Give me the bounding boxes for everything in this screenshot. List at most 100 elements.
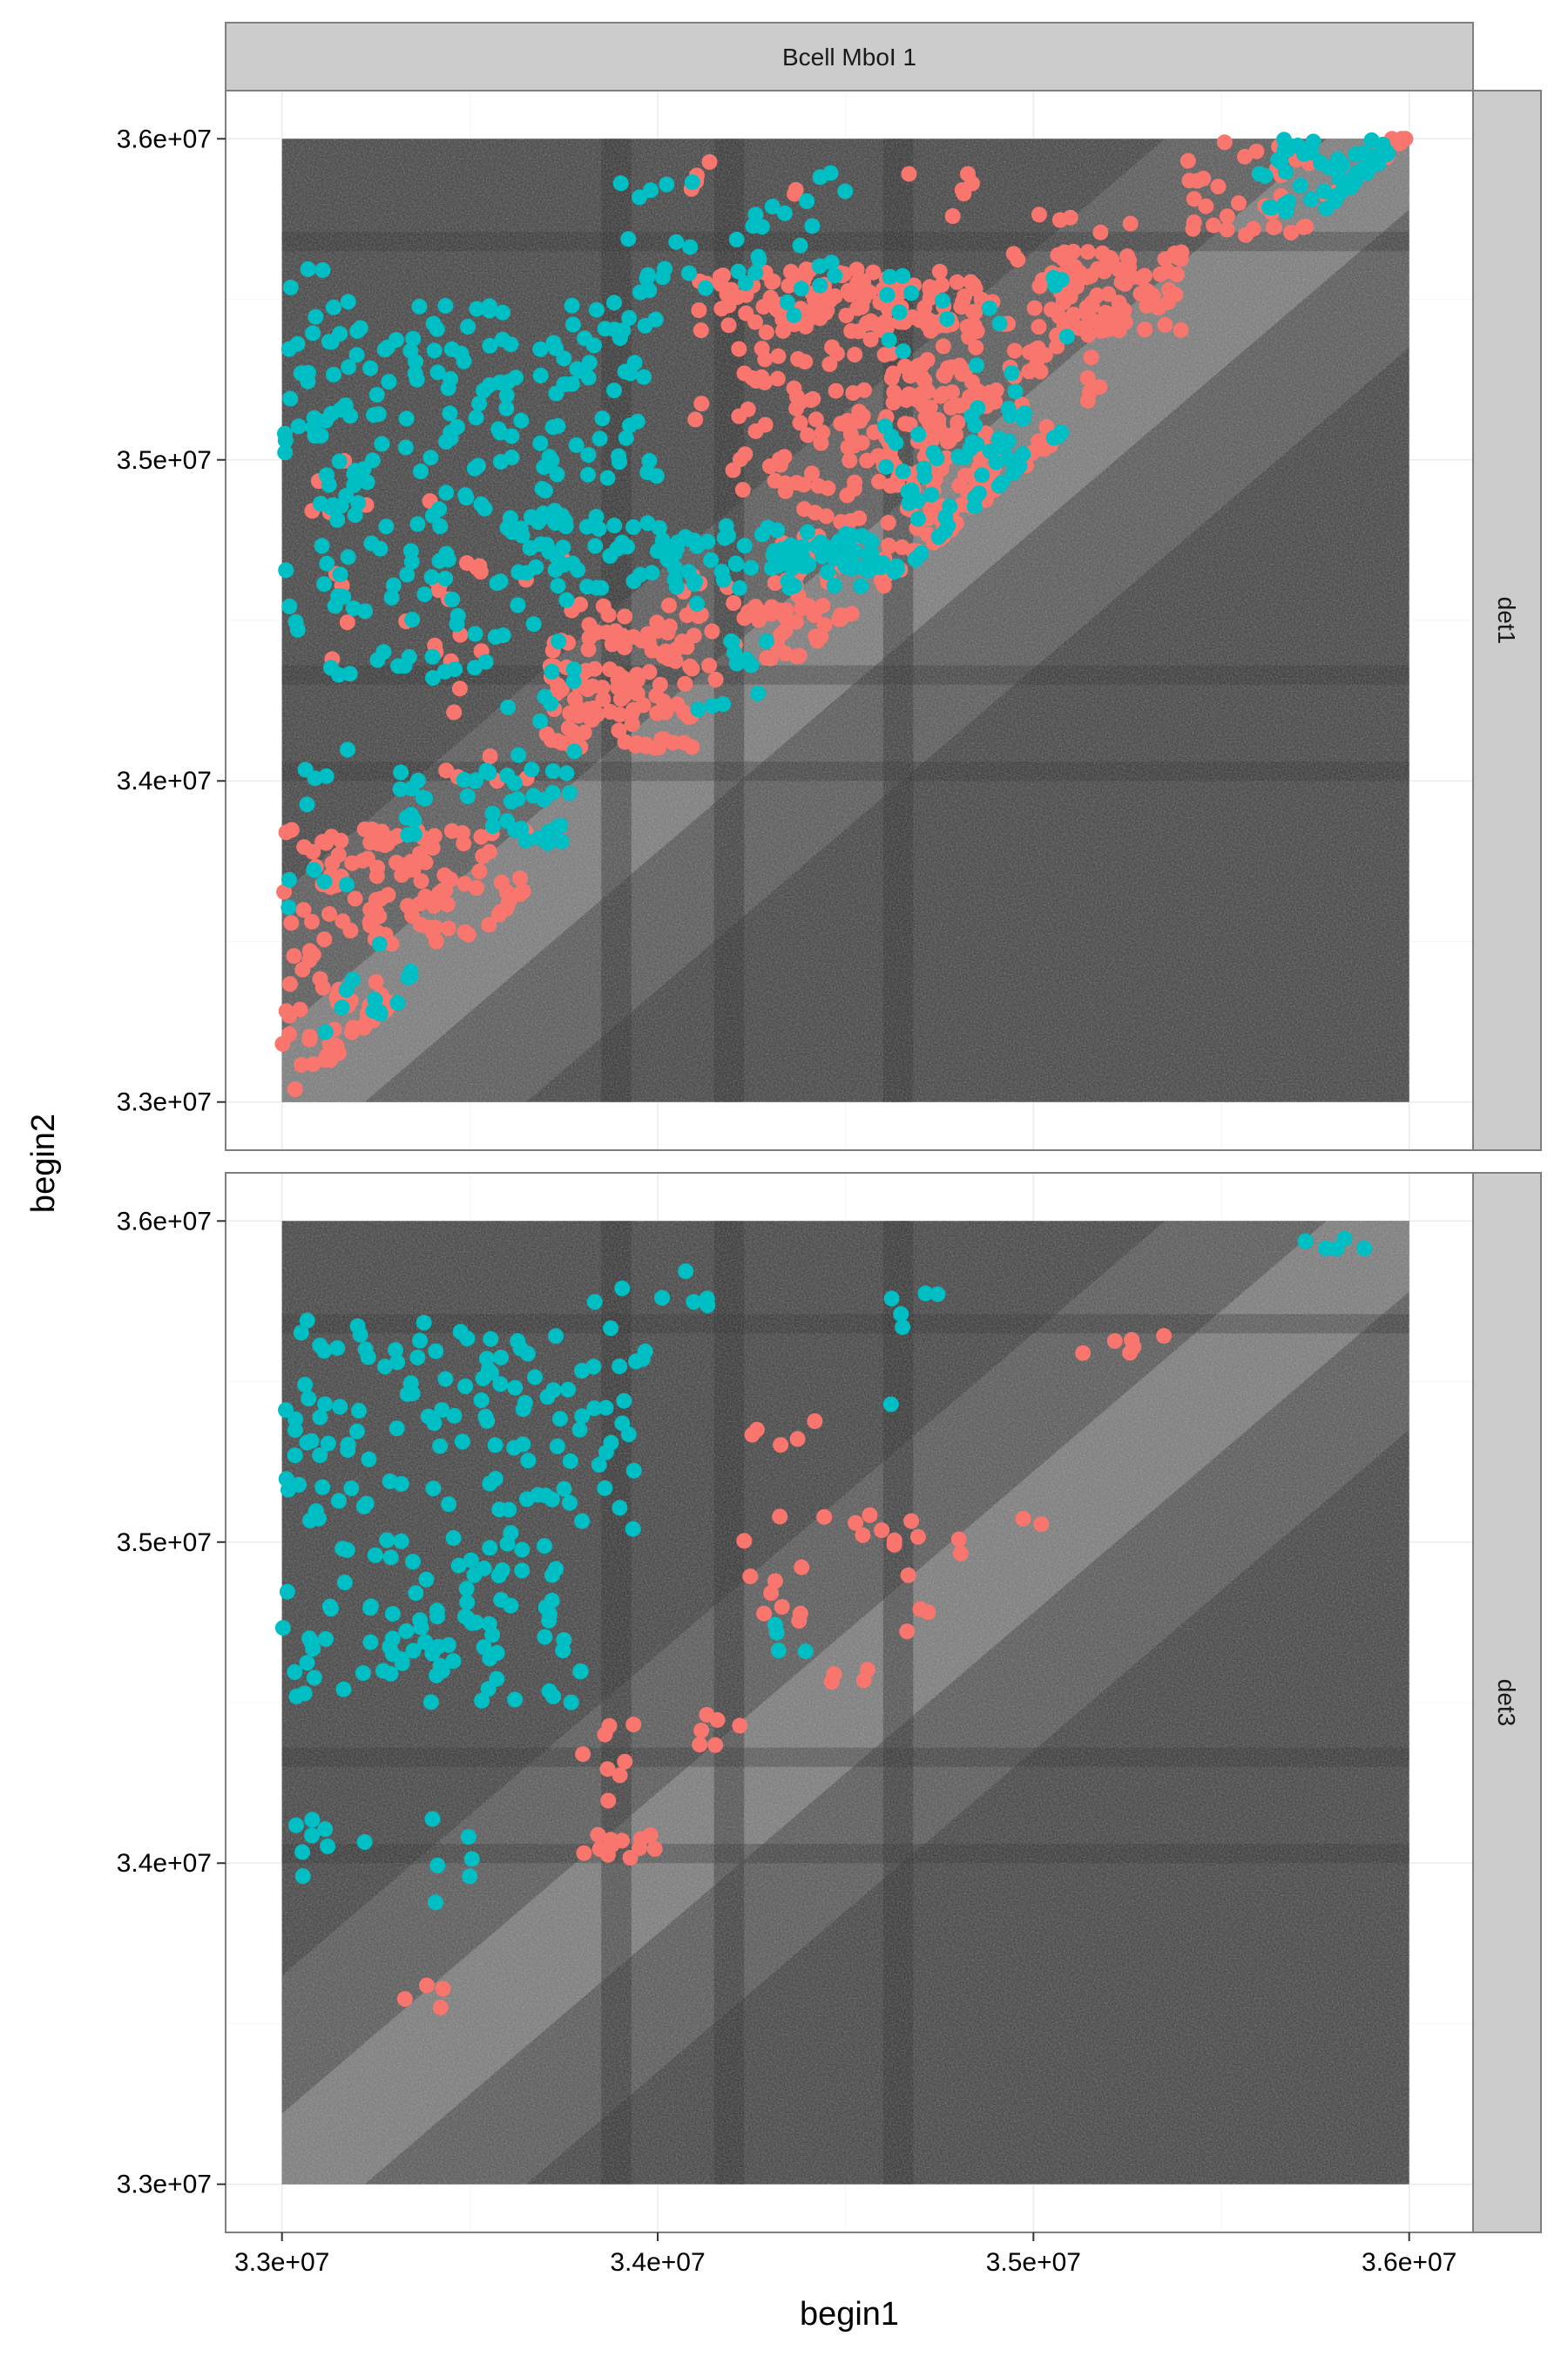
data-point-red (566, 691, 583, 708)
data-point-teal (456, 771, 472, 788)
data-point-teal (966, 498, 983, 515)
data-point-teal (460, 1829, 476, 1846)
x-axis-title: begin1 (800, 2296, 899, 2333)
data-point-teal (361, 1451, 377, 1467)
data-point-teal (287, 613, 304, 630)
data-point-teal (537, 483, 553, 499)
data-point-teal (380, 339, 395, 356)
data-point-red (792, 394, 808, 410)
data-point-teal (360, 1349, 376, 1365)
data-point-red (417, 888, 434, 904)
data-point-red (821, 356, 838, 372)
data-point-red (1248, 143, 1265, 159)
data-point-teal (572, 1663, 589, 1679)
data-point-teal (334, 999, 350, 1016)
data-point-teal (510, 564, 527, 580)
data-point-teal (558, 376, 574, 392)
data-point-teal (543, 695, 559, 712)
data-point-teal (550, 417, 566, 434)
data-point-teal (314, 261, 331, 278)
data-point-teal (910, 426, 927, 443)
data-point-teal (510, 597, 526, 613)
data-point-red (841, 420, 858, 437)
panel-det3: det3 3.3e+07 3.4e+07 3.5e+07 3.6e+07 (117, 1172, 1542, 2233)
data-point-red (896, 416, 913, 432)
data-point-red (1106, 1333, 1123, 1349)
data-point-teal (437, 1371, 454, 1387)
data-point-teal (450, 1557, 467, 1574)
data-point-teal (498, 387, 515, 403)
data-point-teal (520, 1453, 537, 1469)
data-point-red (913, 386, 929, 403)
data-point-teal (462, 1868, 478, 1885)
data-point-red (922, 282, 938, 299)
data-point-teal (591, 520, 607, 537)
column-strip: Bcell MboI 1 (225, 22, 1474, 91)
data-point-red (594, 680, 611, 696)
data-point-teal (299, 1312, 315, 1329)
data-point-teal (422, 1694, 439, 1710)
scatter-points-det3 (274, 1230, 1373, 2015)
data-point-teal (458, 1581, 475, 1597)
data-point-teal (481, 298, 497, 315)
data-point-red (316, 931, 333, 947)
y-tick-label: 3.6e+07 (117, 1207, 212, 1236)
data-point-red (833, 513, 849, 530)
data-point-red (1198, 198, 1214, 214)
data-point-red (1079, 244, 1096, 261)
data-point-teal (545, 1689, 562, 1704)
data-point-red (514, 884, 531, 900)
data-point-teal (622, 365, 639, 382)
data-point-teal (786, 578, 802, 594)
data-point-teal (1004, 365, 1020, 382)
data-point-teal (299, 1434, 315, 1451)
row-strip-label: det3 (1493, 1679, 1520, 1727)
data-point-red (446, 704, 463, 721)
data-point-red (604, 636, 620, 653)
data-point-red (756, 1605, 773, 1622)
data-point-teal (615, 322, 632, 339)
data-point-teal (416, 586, 433, 603)
data-point-teal (277, 425, 293, 442)
data-point-teal (1278, 203, 1294, 220)
data-point-teal (551, 633, 567, 649)
data-point-teal (405, 330, 422, 347)
data-point-red (789, 1431, 806, 1447)
data-point-teal (503, 336, 519, 353)
data-point-teal (837, 559, 854, 575)
data-point-teal (632, 566, 649, 583)
data-point-teal (730, 263, 747, 280)
data-point-teal (758, 633, 774, 649)
data-point-red (922, 399, 938, 416)
data-point-teal (513, 412, 530, 429)
data-point-red (931, 263, 948, 280)
data-point-teal (547, 515, 564, 531)
data-point-teal (507, 1379, 524, 1396)
data-point-teal (654, 1290, 671, 1306)
data-point-red (955, 294, 971, 310)
data-point-teal (634, 1351, 651, 1367)
data-point-teal (329, 1340, 346, 1357)
data-point-teal (1045, 430, 1062, 446)
data-point-teal (611, 448, 627, 464)
data-point-red (553, 681, 570, 698)
data-point-teal (317, 1024, 334, 1040)
data-point-teal (1297, 1233, 1314, 1250)
data-point-teal (326, 366, 341, 383)
data-point-teal (385, 577, 402, 593)
data-point-red (848, 261, 865, 278)
data-point-teal (492, 1376, 509, 1392)
data-point-red (944, 208, 961, 224)
data-point-red (482, 748, 498, 764)
data-point-red (1092, 224, 1109, 240)
data-point-teal (424, 507, 441, 524)
data-point-teal (612, 1358, 628, 1375)
data-point-teal (678, 1263, 694, 1279)
data-point-teal (382, 1473, 398, 1489)
data-point-teal (314, 538, 330, 554)
data-point-red (794, 1559, 810, 1575)
data-point-teal (443, 430, 459, 446)
data-point-teal (481, 765, 497, 781)
data-point-red (1027, 342, 1044, 358)
data-point-red (1083, 349, 1099, 366)
